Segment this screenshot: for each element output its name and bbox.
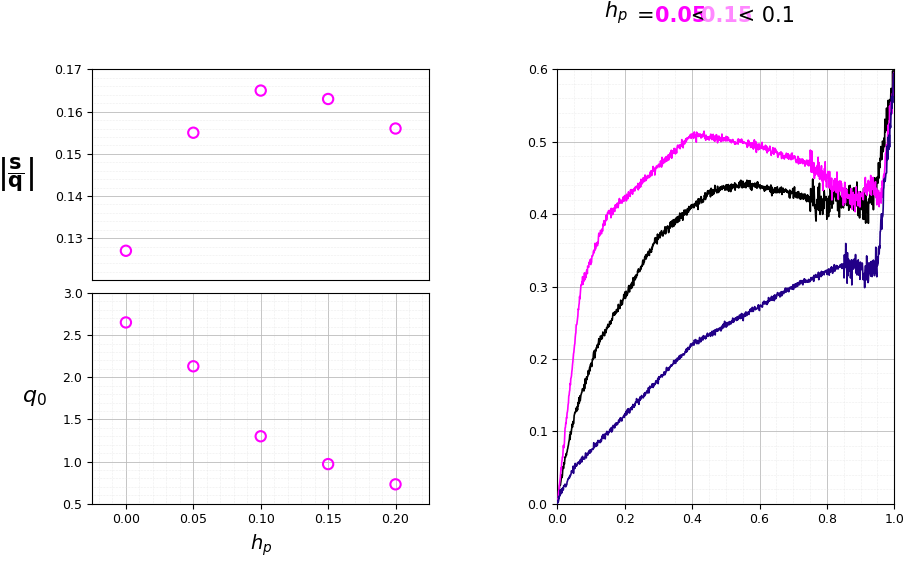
Y-axis label: $\boldsymbol{q_0}$: $\boldsymbol{q_0}$ — [22, 389, 47, 408]
Point — [186, 128, 201, 137]
Point — [321, 460, 336, 469]
Text: 0.15: 0.15 — [701, 6, 752, 26]
Text: 0.05: 0.05 — [655, 6, 706, 26]
Point — [254, 431, 268, 441]
Text: $h_{p}$: $h_{p}$ — [605, 0, 628, 26]
Point — [388, 124, 403, 133]
Point — [186, 362, 201, 371]
Text: =: = — [636, 6, 661, 26]
X-axis label: $h_p$: $h_p$ — [250, 532, 272, 558]
Point — [119, 318, 134, 327]
Point — [119, 246, 134, 255]
Point — [321, 94, 336, 104]
Text: <: < — [684, 6, 715, 26]
Point — [388, 480, 403, 489]
Y-axis label: $\left|\dfrac{\mathbf{s}}{\mathbf{q}}\right|$: $\left|\dfrac{\mathbf{s}}{\mathbf{q}}\ri… — [0, 156, 34, 194]
Text: < 0.1: < 0.1 — [731, 6, 795, 26]
Point — [254, 86, 268, 95]
